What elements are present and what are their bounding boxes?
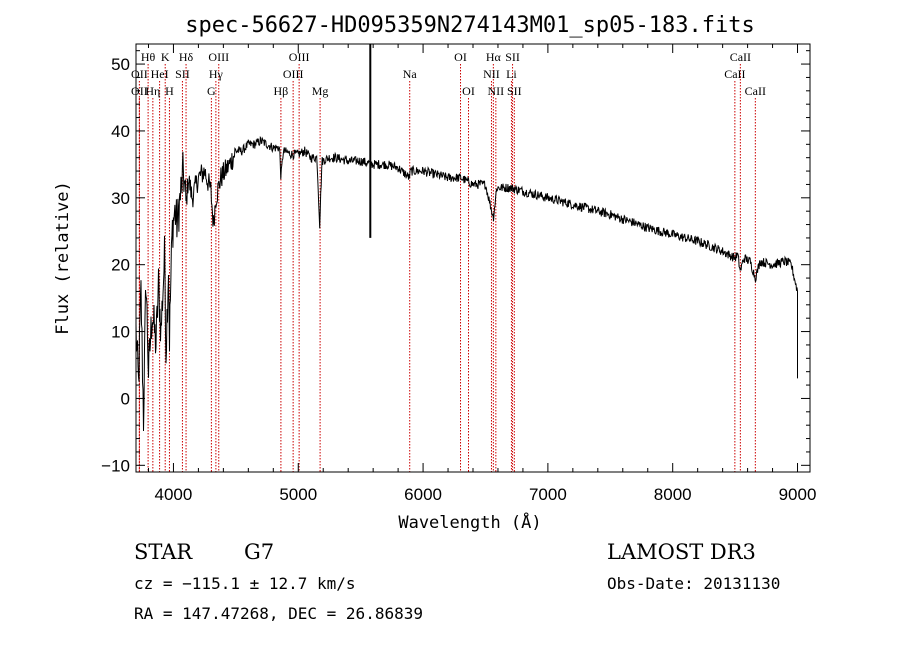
spectral-line-label: Hδ — [179, 50, 194, 64]
spectral-type: G7 — [244, 540, 274, 564]
spectral-line-label: HeI — [151, 67, 169, 81]
spectral-line-label: SII — [175, 67, 190, 81]
spectral-line-label: SII — [507, 84, 522, 98]
spectral-line-label: SII — [505, 50, 520, 64]
x-tick-label: 4000 — [155, 485, 193, 504]
x-axis-label: Wavelength (Å) — [398, 511, 541, 533]
x-axis-ticks: 4000 5000 6000 7000 8000 9000 — [147, 44, 817, 504]
spectral-line-label: OIII — [283, 67, 304, 81]
chart-title: spec-56627-HD095359N274143M01_sp05-183.f… — [185, 13, 755, 38]
spectral-line-label: CaII — [745, 84, 766, 98]
y-tick-label: 10 — [111, 323, 130, 342]
spectrum-line — [135, 135, 798, 432]
spectral-line-label: Hθ — [141, 50, 156, 64]
y-tick-label: 50 — [111, 55, 130, 74]
x-tick-label: 9000 — [779, 485, 817, 504]
plot-frame — [135, 43, 811, 473]
spectral-line-label: G — [207, 84, 216, 98]
coordinates: RA = 147.47268, DEC = 26.86839 — [134, 604, 423, 623]
y-axis-ticks: −10 0 10 20 30 40 50 — [101, 50, 810, 475]
y-tick-label: 30 — [111, 189, 130, 208]
spectral-line-markers — [138, 64, 756, 472]
spectral-line-label: NII — [483, 67, 500, 81]
x-tick-label: 5000 — [279, 485, 317, 504]
x-tick-label: 7000 — [529, 485, 567, 504]
spectral-line-label: Hβ — [274, 84, 289, 98]
spectral-line-label: Hγ — [209, 67, 224, 81]
spectral-line-label: K — [161, 50, 170, 64]
spectral-line-label: OIII — [208, 50, 229, 64]
y-tick-label: −10 — [101, 456, 130, 475]
spectral-line-label: OI — [454, 50, 467, 64]
spectral-line-label: Hα — [486, 50, 502, 64]
y-tick-label: 0 — [121, 389, 130, 408]
redshift-velocity: cz = −115.1 ± 12.7 km/s — [134, 574, 356, 593]
spectral-line-label: Hη — [145, 84, 160, 98]
x-tick-label: 8000 — [654, 485, 692, 504]
y-tick-label: 20 — [111, 256, 130, 275]
object-class: STAR — [134, 540, 193, 564]
observation-date: Obs-Date: 20131130 — [607, 574, 780, 593]
spectral-line-label: Li — [506, 67, 517, 81]
survey-name: LAMOST DR3 — [607, 540, 756, 564]
spectral-line-label: NII — [488, 84, 505, 98]
spectral-line-label: OI — [462, 84, 475, 98]
spectral-line-label: CaII — [730, 50, 751, 64]
spectral-line-label: OII — [131, 67, 148, 81]
spectral-line-label: Mg — [312, 84, 329, 98]
spectral-line-label: H — [165, 84, 174, 98]
x-tick-label: 6000 — [404, 485, 442, 504]
y-tick-label: 40 — [111, 122, 130, 141]
spectral-line-label: OIII — [289, 50, 310, 64]
y-axis-label: Flux (relative) — [53, 181, 73, 335]
spectral-line-label: CaII — [724, 67, 745, 81]
spectral-line-label: Na — [403, 67, 418, 81]
